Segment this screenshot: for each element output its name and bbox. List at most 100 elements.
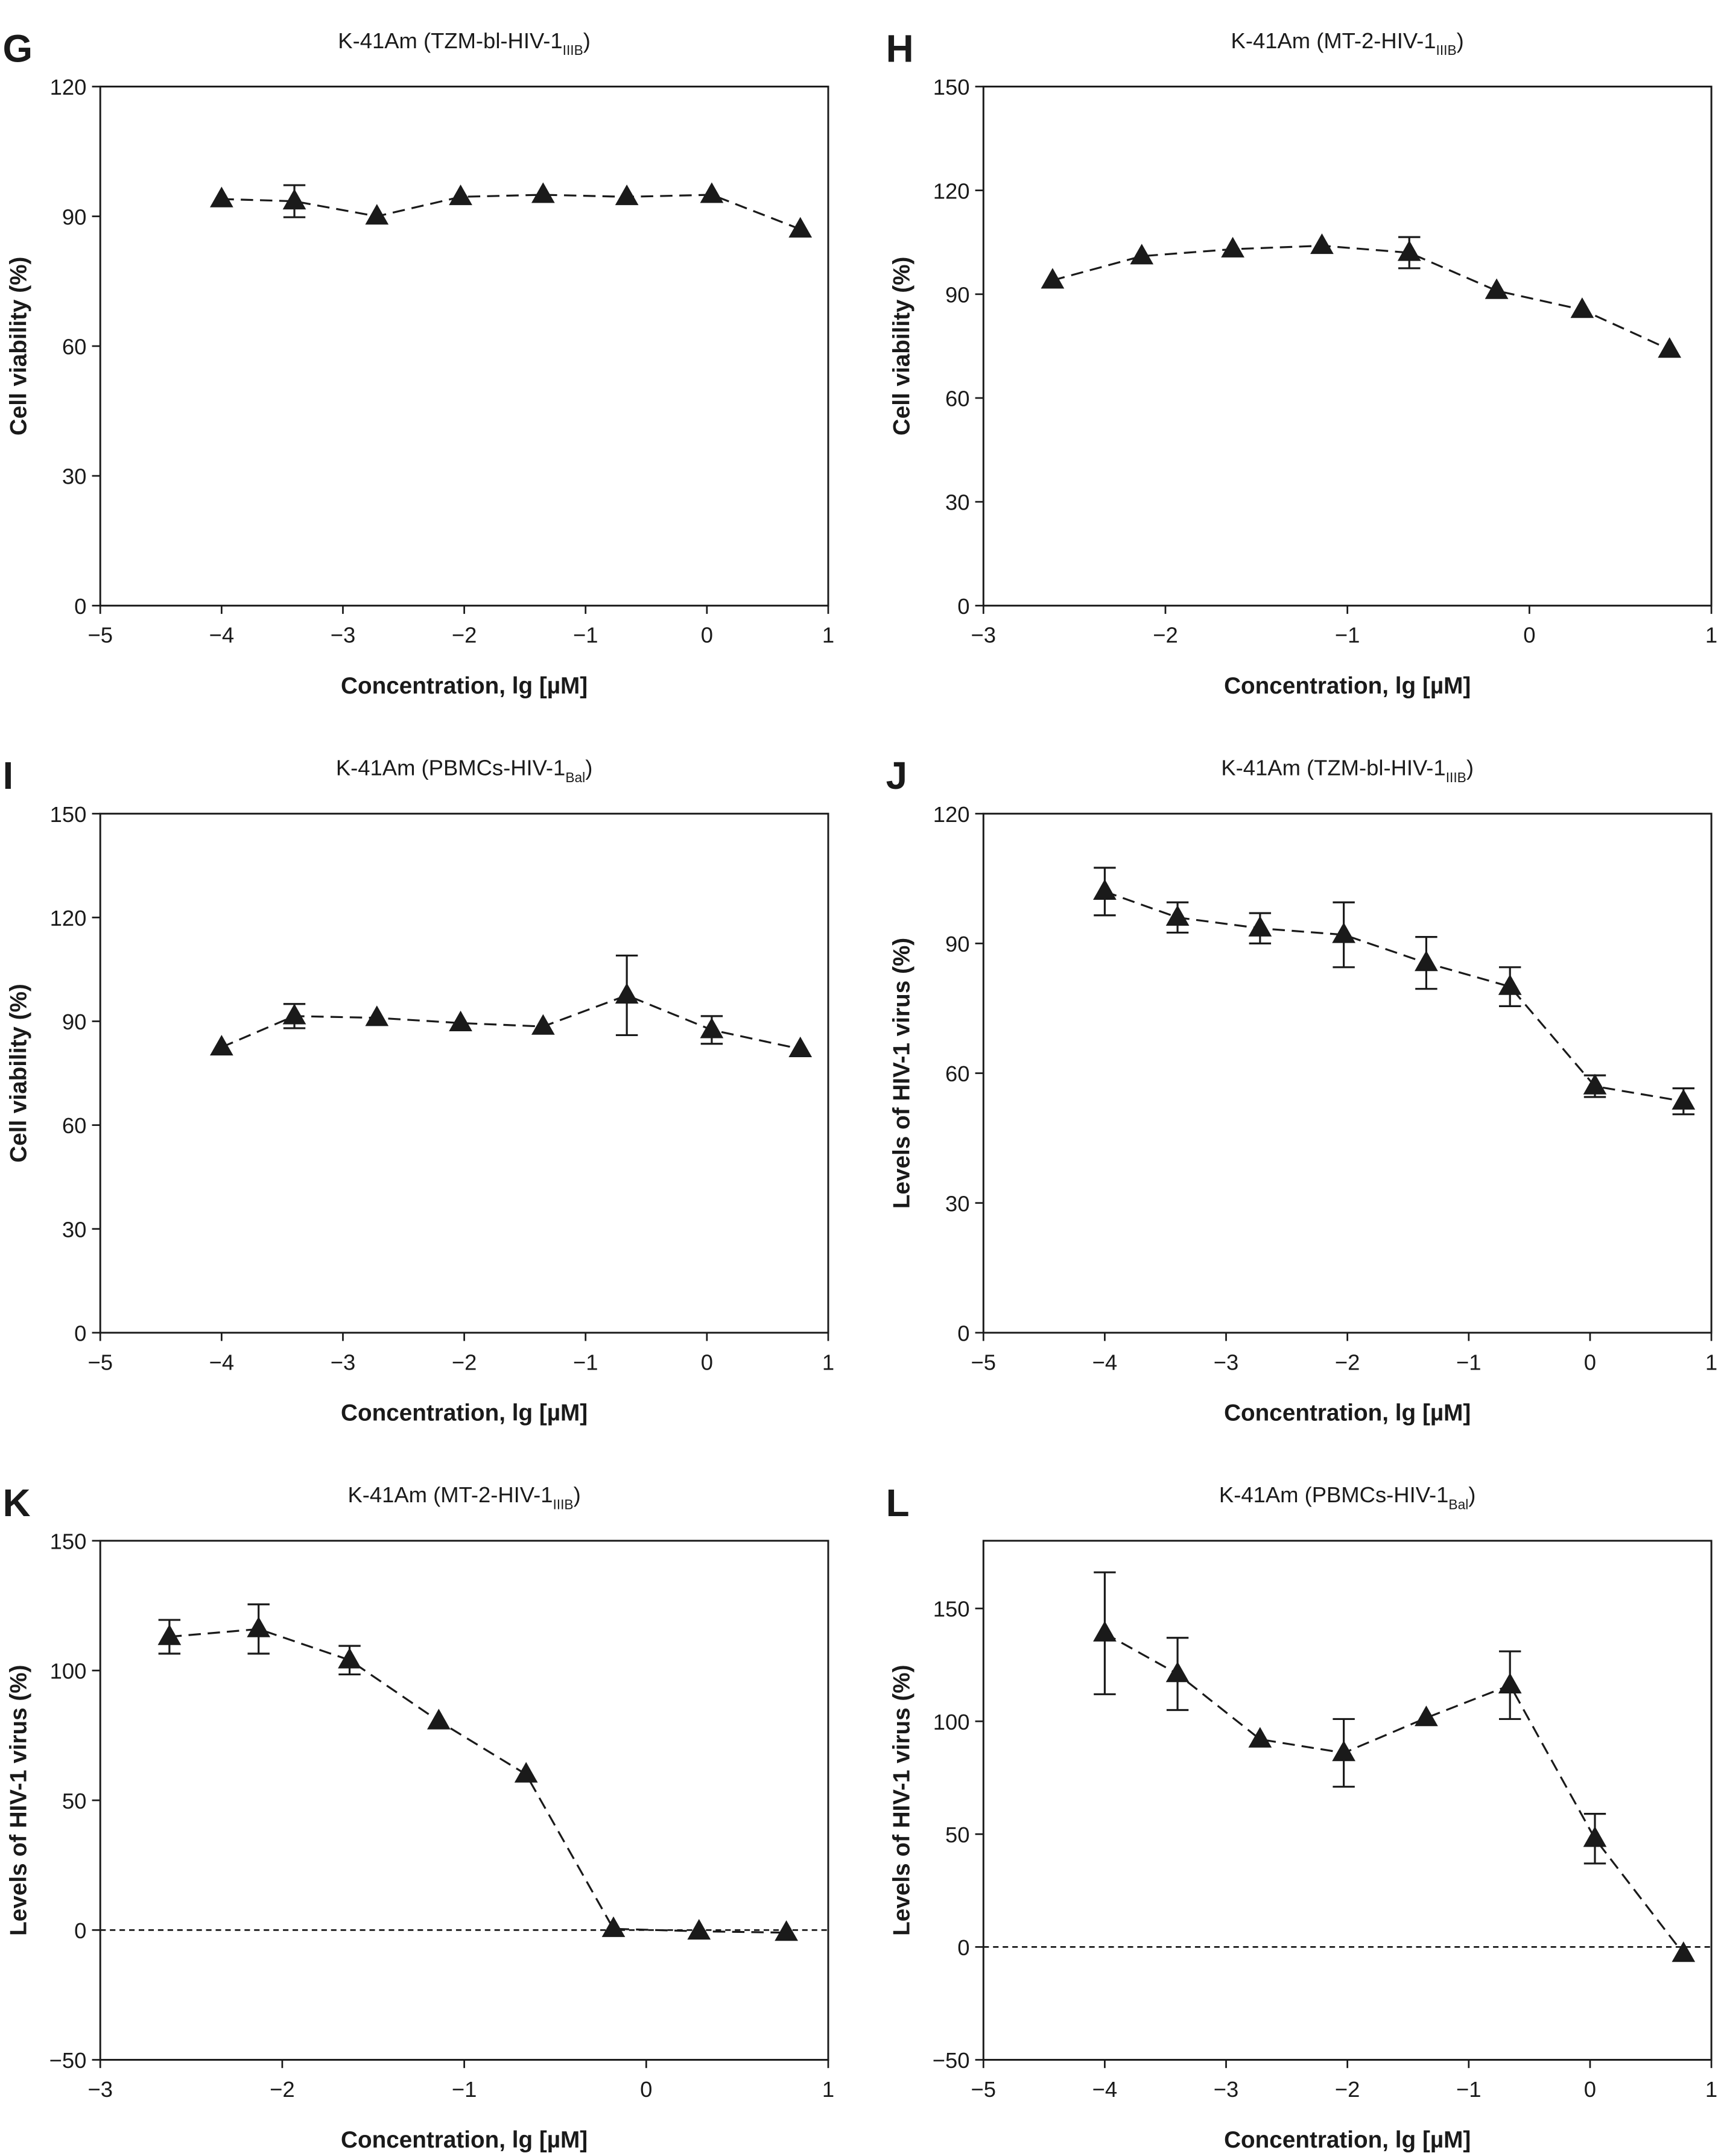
chart-title: K-41Am (TZM-bl-HIV-1IIIB)	[338, 28, 591, 58]
panel-letter: I	[3, 754, 14, 797]
x-tick-label: −3	[331, 1350, 356, 1374]
x-tick-label: −3	[331, 623, 356, 648]
x-tick-label: −2	[452, 1350, 477, 1374]
data-point-triangle	[615, 184, 639, 206]
x-tick-label: −1	[1335, 623, 1360, 648]
series-line	[1104, 890, 1684, 1102]
data-point-triangle	[1130, 244, 1154, 265]
x-tick-label: −1	[573, 1350, 598, 1374]
data-point-triangle	[427, 1709, 451, 1730]
y-tick-label: −50	[49, 2048, 87, 2073]
data-point-triangle	[531, 1014, 555, 1035]
chart-title-main: K-41Am (TZM-bl-HIV-1	[1221, 755, 1445, 780]
plot-frame	[982, 86, 1713, 607]
chart-title-end: )	[583, 28, 591, 53]
chart-title-end: )	[1468, 1482, 1475, 1507]
x-tick-label: −3	[87, 2077, 113, 2102]
x-axis-label: Concentration, lg [µM]	[341, 2127, 588, 2153]
y-tick-label: 120	[50, 906, 87, 931]
data-point-triangle	[1332, 1740, 1355, 1762]
plot-frame	[99, 86, 829, 607]
x-tick-label: −3	[1214, 2077, 1239, 2102]
x-tick-label: −5	[971, 1350, 997, 1374]
panel-letter: K	[3, 1481, 31, 1525]
y-tick-label: 60	[62, 1113, 87, 1138]
plot-frame	[982, 812, 1713, 1334]
data-point-triangle	[1415, 1706, 1438, 1727]
x-tick-label: −2	[452, 623, 477, 648]
series-line	[221, 194, 801, 230]
y-axis-label: Cell viability (%)	[889, 257, 914, 436]
data-point-triangle	[531, 182, 555, 203]
y-tick-label: 0	[957, 1321, 969, 1346]
data-point-triangle	[615, 982, 639, 1004]
y-tick-label: 150	[933, 75, 970, 100]
chart-title: K-41Am (MT-2-HIV-1IIIB)	[347, 1482, 580, 1512]
panel-k: K K-41Am (MT-2-HIV-1IIIB) −50 0 50 100 150 −3 −2…	[3, 1481, 835, 2153]
data-point-triangle	[209, 186, 233, 207]
series-line	[1104, 1632, 1685, 1955]
data-point-triangle	[1672, 1941, 1696, 1962]
y-tick-label: 60	[62, 335, 87, 359]
x-tick-label: −4	[1092, 2077, 1118, 2102]
y-tick-label: 0	[74, 1321, 86, 1346]
y-tick-label: 120	[933, 179, 970, 203]
chart-title-subscript: IIIB	[563, 42, 583, 58]
series-line	[1052, 244, 1670, 351]
data-point-triangle	[1415, 950, 1438, 972]
panel-letter: J	[886, 754, 907, 797]
data-point-triangle	[1093, 1620, 1117, 1642]
x-tick-label: 0	[1584, 1350, 1596, 1374]
x-tick-label: −2	[1153, 623, 1178, 648]
data-point-triangle	[338, 1648, 361, 1669]
y-tick-label: 30	[945, 490, 970, 515]
x-tick-label: −2	[1335, 2077, 1360, 2102]
y-tick-label: 0	[74, 594, 86, 619]
y-tick-label: 90	[945, 932, 970, 956]
panel-l: L K-41Am (PBMCs-HIV-1Bal) −50 0 50 100 150 −5 −4…	[886, 1481, 1718, 2153]
data-point-triangle	[1165, 905, 1190, 926]
data-point-triangle	[1658, 337, 1682, 358]
chart-title: K-41Am (PBMCs-HIV-1Bal)	[336, 755, 593, 785]
data-point-triangle	[788, 1036, 813, 1058]
x-tick-label: −4	[209, 623, 235, 648]
x-axis-label: Concentration, lg [µM]	[341, 1400, 588, 1426]
chart-title-subscript: IIIB	[1446, 770, 1466, 785]
y-axis-label: Levels of HIV-1 virus (%)	[889, 938, 914, 1209]
data-point-triangle	[1583, 1073, 1607, 1095]
chart-title: K-41Am (PBMCs-HIV-1Bal)	[1219, 1482, 1476, 1512]
plot-frame	[982, 1540, 1713, 2061]
data-point-triangle	[1570, 297, 1594, 318]
chart-title-main: K-41Am (MT-2-HIV-1	[347, 1482, 553, 1507]
y-axis-label: Cell viability (%)	[5, 984, 31, 1163]
y-tick-label: 100	[933, 1710, 970, 1734]
chart-title-end: )	[1466, 755, 1474, 780]
y-tick-label: 90	[945, 282, 970, 307]
x-tick-label: 1	[1705, 1350, 1717, 1374]
y-tick-label: 150	[50, 802, 87, 827]
data-point-triangle	[1165, 1661, 1190, 1683]
x-tick-label: 0	[701, 623, 713, 648]
y-tick-label: 50	[62, 1789, 87, 1813]
x-tick-label: 0	[701, 1350, 713, 1374]
data-point-triangle	[365, 1005, 389, 1026]
chart-title: K-41Am (MT-2-HIV-1IIIB)	[1231, 28, 1464, 58]
x-tick-label: −5	[87, 623, 113, 648]
y-tick-label: 0	[957, 594, 969, 619]
y-tick-label: 90	[62, 1010, 87, 1034]
chart-title-subscript: IIIB	[1436, 42, 1457, 58]
y-tick-label: 100	[50, 1659, 87, 1684]
data-point-triangle	[247, 1616, 271, 1637]
chart-title-subscript: Bal	[565, 770, 585, 785]
x-axis-label: Concentration, lg [µM]	[341, 673, 588, 699]
data-point-triangle	[1672, 1089, 1696, 1110]
x-tick-label: −3	[971, 623, 997, 648]
data-point-triangle	[209, 1035, 233, 1056]
y-axis-label: Cell viability (%)	[5, 257, 31, 436]
x-axis-label: Concentration, lg [µM]	[1224, 1400, 1471, 1426]
x-tick-label: −5	[87, 1350, 113, 1374]
x-tick-label: 1	[822, 1350, 834, 1374]
chart-title-main: K-41Am (MT-2-HIV-1	[1231, 28, 1436, 53]
chart-title-subscript: Bal	[1448, 1496, 1468, 1512]
panel-j: J K-41Am (TZM-bl-HIV-1IIIB) 0 30 60 90 120 −5 −4…	[886, 754, 1718, 1426]
